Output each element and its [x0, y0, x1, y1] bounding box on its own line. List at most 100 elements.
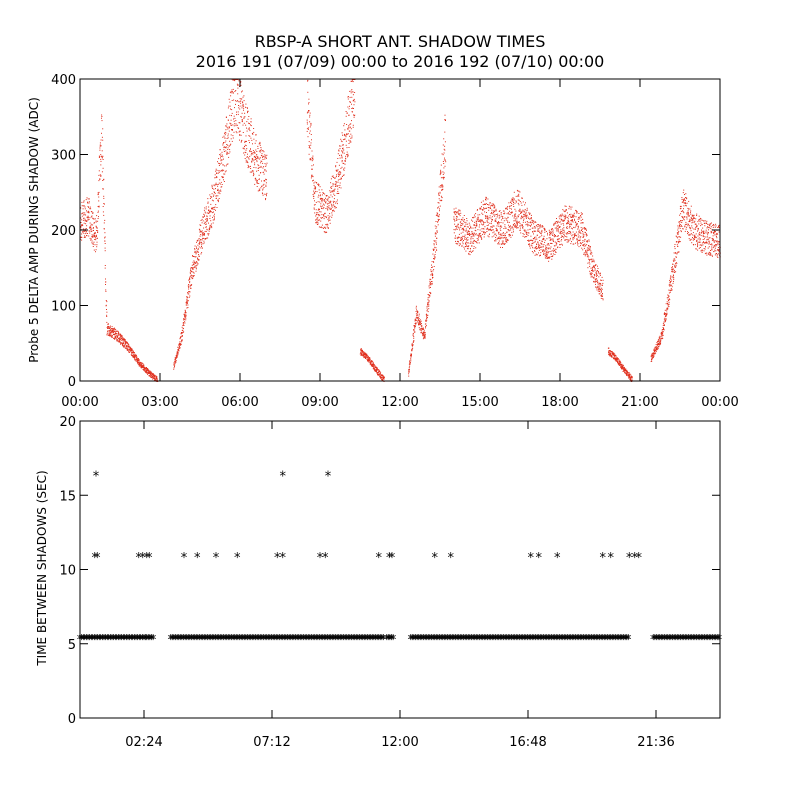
p1-data-point: [527, 222, 529, 224]
p1-data-point: [556, 225, 558, 227]
p1-data-point: [104, 243, 106, 244]
p1-data-point: [106, 316, 108, 317]
p1-data-point: [195, 262, 197, 264]
p1-data-point: [236, 114, 237, 116]
p1-data-point: [530, 222, 532, 224]
p1-data-point: [123, 342, 125, 344]
p1-data-point: [455, 240, 456, 242]
p1-data-point: [199, 242, 200, 244]
p1-data-point: [215, 204, 217, 206]
p1-data-point: [252, 158, 254, 160]
p1-data-point: [204, 221, 206, 223]
p1-data-point: [460, 224, 462, 226]
p1-data-point: [226, 154, 228, 155]
p1-data-point: [687, 214, 689, 216]
p1-data-point: [465, 243, 466, 245]
p1-data-point: [510, 225, 511, 227]
p1-data-point: [499, 243, 501, 245]
p1-data-point: [581, 213, 583, 215]
p1-data-point: [188, 286, 190, 288]
p1-data-point: [212, 219, 214, 221]
p1-data-point: [130, 347, 132, 349]
p1-data-point: [514, 223, 515, 225]
p1-data-point: [177, 352, 179, 354]
p1-data-point: [560, 233, 562, 235]
p1-data-point: [137, 360, 139, 361]
p1-data-point: [486, 212, 487, 213]
p1-data-point: [121, 342, 123, 344]
p1-data-point: [592, 276, 594, 278]
p1-data-point: [473, 216, 475, 218]
p1-data-point: [348, 114, 350, 116]
p1-data-point: [580, 236, 582, 238]
p1-data-point: [369, 359, 371, 360]
p1-data-point: [322, 192, 324, 193]
p1-data-point: [685, 221, 687, 223]
p1-data-point: [227, 149, 229, 150]
p1-data-point: [568, 240, 570, 242]
p1-data-point: [82, 212, 84, 214]
p1-data-point: [426, 316, 428, 318]
p1-data-point: [585, 251, 587, 253]
p1-data-point: [562, 231, 564, 233]
p1-data-point: [362, 355, 364, 357]
p1-data-point: [143, 368, 145, 370]
p1-data-point: [321, 227, 323, 229]
p1-data-point: [674, 260, 676, 261]
p1-data-point: [338, 186, 340, 188]
p1-data-point: [508, 229, 509, 231]
p1-data-point: [554, 221, 556, 223]
p1-data-point: [671, 271, 673, 273]
p1-data-point: [189, 280, 191, 282]
p1-data-point: [225, 150, 227, 152]
p1-data-point: [575, 225, 577, 227]
p1-data-point: [560, 214, 562, 216]
p1-data-point: [672, 259, 674, 261]
p1-data-point: [233, 115, 235, 117]
p1-data-point: [241, 112, 243, 114]
p1-data-point: [490, 228, 491, 230]
p1-data-point: [212, 208, 214, 210]
p1-data-point: [328, 205, 330, 207]
p1-data-point: [193, 256, 195, 257]
p1-data-point: [506, 241, 508, 243]
p1-data-point: [88, 235, 90, 237]
p1-data-point: [572, 231, 574, 233]
p1-data-point: [672, 266, 673, 268]
p1-data-point: [552, 229, 554, 231]
p1-data-point: [622, 371, 624, 372]
p1-data-point: [339, 157, 341, 159]
p1-data-point: [313, 179, 314, 181]
p1-data-point: [89, 208, 91, 210]
p1-data-point: [322, 193, 324, 194]
p1-data-point: [552, 239, 554, 241]
p1-data-point: [313, 184, 315, 186]
p1-data-point: [346, 133, 348, 135]
p1-data-point: [221, 177, 223, 179]
p1-data-point: [102, 180, 104, 181]
p1-data-point: [677, 241, 679, 243]
p1-data-point: [244, 151, 246, 153]
p1-data-point: [480, 208, 482, 210]
p1-data-point: [498, 231, 500, 233]
p1-data-point: [457, 241, 459, 243]
p1-data-point: [429, 280, 431, 282]
p1-data-point: [668, 301, 670, 303]
p1-data-point: [423, 328, 425, 330]
p1-data-point: [230, 108, 231, 110]
p1-data-point: [199, 241, 201, 243]
p1-data-point: [423, 331, 425, 333]
p1-data-point: [487, 207, 489, 209]
p1-data-point: [156, 379, 158, 381]
p1-data-point: [618, 359, 620, 361]
p1-data-point: [438, 206, 440, 208]
p1-data-point: [571, 217, 573, 218]
p1-data-point: [596, 270, 598, 271]
p1-data-point: [461, 239, 463, 241]
p1-data-point: [247, 162, 249, 164]
p1-data-point: [251, 139, 253, 141]
p1-data-point: [566, 241, 568, 243]
p1-data-point: [433, 255, 435, 257]
p1-data-point: [560, 240, 562, 242]
p1-data-point: [370, 360, 372, 362]
